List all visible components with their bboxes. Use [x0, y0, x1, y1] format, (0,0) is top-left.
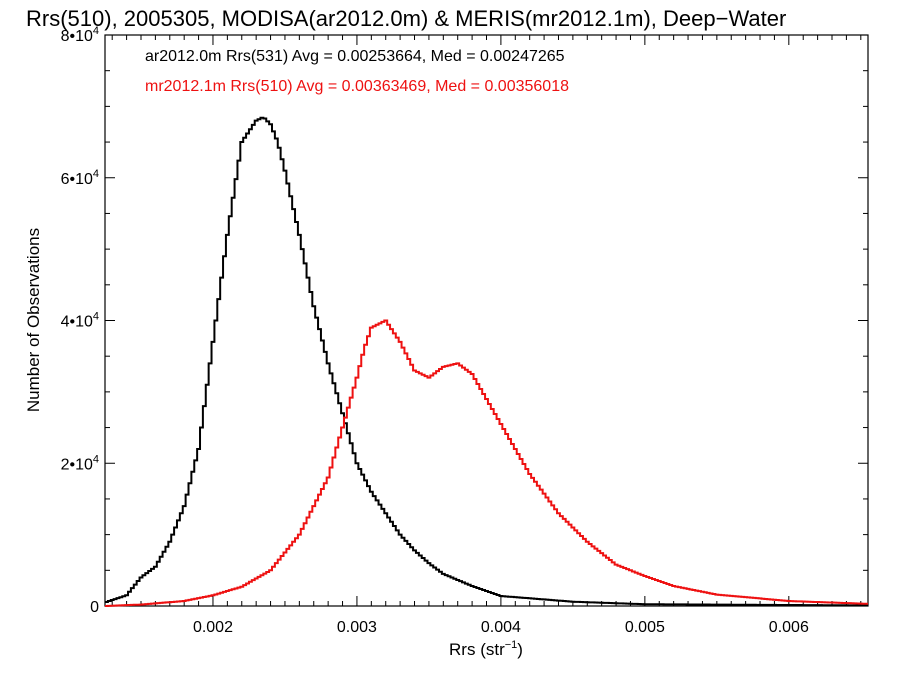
x-tick-label: 0.002 [193, 619, 233, 636]
series-line-0 [105, 116, 868, 607]
legend-entry-modisa: ar2012.0m Rrs(531) Avg = 0.00253664, Med… [145, 48, 565, 65]
plot-frame [104, 34, 869, 607]
series-lines [105, 116, 868, 607]
y-tick-mantissa: 4•10 [61, 314, 93, 331]
y-tick-label: 0 [90, 599, 99, 616]
y-tick-mantissa: 0 [90, 599, 99, 616]
x-tick-label: 0.005 [625, 619, 665, 636]
y-tick-mantissa: 8•10 [61, 28, 93, 45]
y-tick-mantissa: 6•10 [61, 171, 93, 188]
x-tick-label: 0.004 [481, 619, 521, 636]
x-tick-label: 0.003 [337, 619, 377, 636]
y-tick-exponent: 4 [93, 25, 99, 37]
series-line-1 [105, 319, 868, 607]
y-tick-exponent: 4 [93, 453, 99, 465]
x-axis-label-sup: −1 [505, 639, 518, 651]
x-tick-labels: 0.002 0.003 0.004 0.005 0.006 [193, 619, 809, 636]
x-axis-label: Rrs (str−1) [449, 639, 523, 659]
y-tick-exponent: 4 [93, 168, 99, 180]
y-tick-label: 2•104 [61, 453, 99, 473]
y-tick-mantissa: 2•10 [61, 456, 93, 473]
y-tick-label: 6•104 [61, 168, 99, 188]
y-axis-label: Number of Observations [24, 228, 43, 412]
chart-title: Rrs(510), 2005305, MODISA(ar2012.0m) & M… [26, 6, 786, 31]
x-axis-label-close: ) [517, 640, 523, 659]
y-tick-label: 8•104 [61, 25, 99, 45]
y-tick-label: 4•104 [61, 311, 99, 331]
x-tick-label: 0.006 [769, 619, 809, 636]
legend-entry-meris: mr2012.1m Rrs(510) Avg = 0.00363469, Med… [145, 78, 569, 95]
y-tick-exponent: 4 [93, 311, 99, 323]
x-axis-label-text: Rrs (str [449, 640, 505, 659]
tick-marks [105, 34, 868, 607]
